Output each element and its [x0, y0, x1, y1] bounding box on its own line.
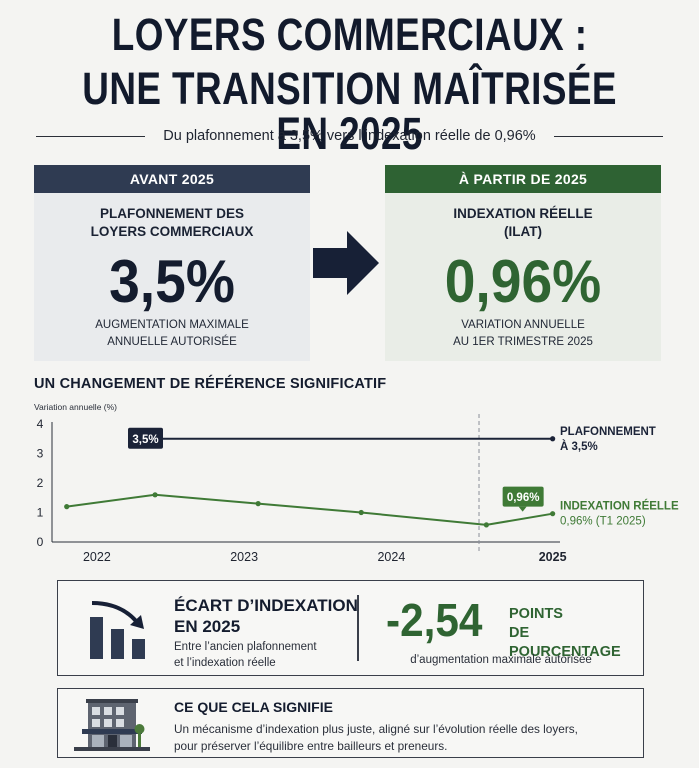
meaning-description-line1: Un mécanisme d’indexation plus juste, al… [174, 722, 578, 736]
before-card: AVANT 2025 PLAFONNEMENT DES LOYERS COMME… [34, 165, 310, 361]
page-title-line2: UNE TRANSITION MAÎTRISÉE EN 2025 [82, 63, 617, 159]
after-card-header: À PARTIR DE 2025 [385, 165, 661, 193]
series-1-point-2 [255, 501, 261, 507]
gap-divider [357, 595, 359, 661]
gap-description: Entre l’ancien plafonnement et l’indexat… [174, 639, 317, 671]
gap-title-line2: EN 2025 [174, 617, 241, 636]
series-1-point-3 [358, 509, 364, 516]
commercial-building-icon [74, 699, 150, 751]
gap-unit-line2: DE POURCENTAGE [509, 625, 621, 660]
meaning-description-line2: pour préserver l’équilibre entre bailleu… [174, 739, 448, 753]
callout-index-label: 0,96% [507, 492, 540, 504]
before-card-caption: AUGMENTATION MAXIMALE ANNUELLE AUTORISÉE [95, 319, 249, 348]
indexation-line-chart: Variation annuelle (%) 0 1 2 3 4 2022 2023 2024 2… [34, 402, 679, 564]
gap-unit-line1: POINTS [509, 606, 563, 622]
declining-bars-icon [90, 601, 145, 659]
after-card-title-line1: INDEXATION RÉELLE [453, 206, 593, 221]
subtitle-rule-right [553, 135, 663, 137]
after-card-title-line2: (ILAT) [504, 224, 542, 239]
gap-title-line1: ÉCART D’INDEXATION [174, 596, 358, 615]
subtitle-row: Du plafonnement à 3,5% vers l’indexation… [36, 125, 663, 147]
x-tick-label-0: 2022 [83, 550, 111, 564]
gap-unit: POINTS DE POURCENTAGE [509, 605, 643, 662]
series-label-0-line1: PLAFONNEMENT [560, 426, 656, 438]
x-tick-label-1: 2023 [230, 550, 258, 564]
gap-caption: d’augmentation maximale autorisée [410, 654, 592, 666]
after-card-caption: VARIATION ANNUELLE AU 1ER TRIMESTRE 2025 [385, 317, 661, 351]
y-tick-label-4: 4 [37, 417, 44, 431]
callout-index-pointer [518, 506, 527, 512]
after-card: À PARTIR DE 2025 INDEXATION RÉELLE (ILAT… [385, 165, 661, 361]
callout-index-box [502, 486, 544, 507]
gap-box: ÉCART D’INDEXATION EN 2025 Entre l’ancie… [57, 580, 644, 676]
series-1-point-0 [64, 504, 70, 510]
after-card-caption-line2: AU 1ER TRIMESTRE 2025 [453, 336, 593, 348]
callout-cap-label: 3,5% [132, 434, 158, 446]
transition-arrow-icon [313, 231, 379, 295]
meaning-box: CE QUE CELA SIGNIFIE Un mécanisme d’inde… [57, 688, 644, 758]
series-label-0-line2: À 3,5% [560, 440, 598, 453]
gap-title: ÉCART D’INDEXATION EN 2025 [174, 595, 358, 637]
series-label-1-line2: 0,96% (T1 2025) [560, 516, 646, 528]
series-0-point-1 [550, 436, 556, 442]
after-card-body: INDEXATION RÉELLE (ILAT) 0,96% VARIATION… [385, 193, 661, 361]
before-card-header: AVANT 2025 [34, 165, 310, 193]
x-tick-label-2: 2024 [377, 550, 405, 564]
meaning-title: CE QUE CELA SIGNIFIE [174, 699, 333, 715]
subtitle: Du plafonnement à 3,5% vers l’indexation… [163, 128, 536, 144]
before-card-title: PLAFONNEMENT DES LOYERS COMMERCIAUX [90, 206, 254, 239]
series-1-point-5 [550, 511, 556, 517]
gap-value: -2,54 [386, 594, 483, 646]
series-label-1-line1: INDEXATION RÉELLE [560, 500, 679, 513]
series-1-point-4 [483, 522, 489, 528]
meaning-description: Un mécanisme d’indexation plus juste, al… [174, 721, 578, 755]
y-axis-label: Variation annuelle (%) [34, 402, 117, 412]
y-tick-label-1: 1 [37, 506, 44, 520]
x-tick-label-3: 2025 [539, 550, 567, 564]
after-card-title: INDEXATION RÉELLE (ILAT) [385, 205, 661, 241]
series-line-1 [66, 493, 553, 526]
gap-description-line1: Entre l’ancien plafonnement [174, 641, 317, 653]
series-1-point-1 [152, 492, 158, 498]
before-card-body: PLAFONNEMENT DES LOYERS COMMERCIAUX 3,5%… [34, 193, 310, 361]
before-card-value: 3,5% [109, 248, 235, 315]
chart-section-title: UN CHANGEMENT DE RÉFÉRENCE SIGNIFICATIF [34, 376, 387, 392]
callout-cap-box [128, 427, 163, 449]
y-tick-label-2: 2 [37, 476, 44, 490]
subtitle-rule-left [36, 135, 146, 137]
y-tick-label-3: 3 [37, 447, 44, 461]
after-card-value: 0,96% [444, 248, 602, 315]
page-title-line1: LOYERS COMMERCIAUX : [111, 9, 588, 60]
y-tick-label-0: 0 [37, 535, 44, 549]
gap-description-line2: et l’indexation réelle [174, 657, 276, 669]
after-card-caption-line1: VARIATION ANNUELLE [461, 319, 585, 331]
